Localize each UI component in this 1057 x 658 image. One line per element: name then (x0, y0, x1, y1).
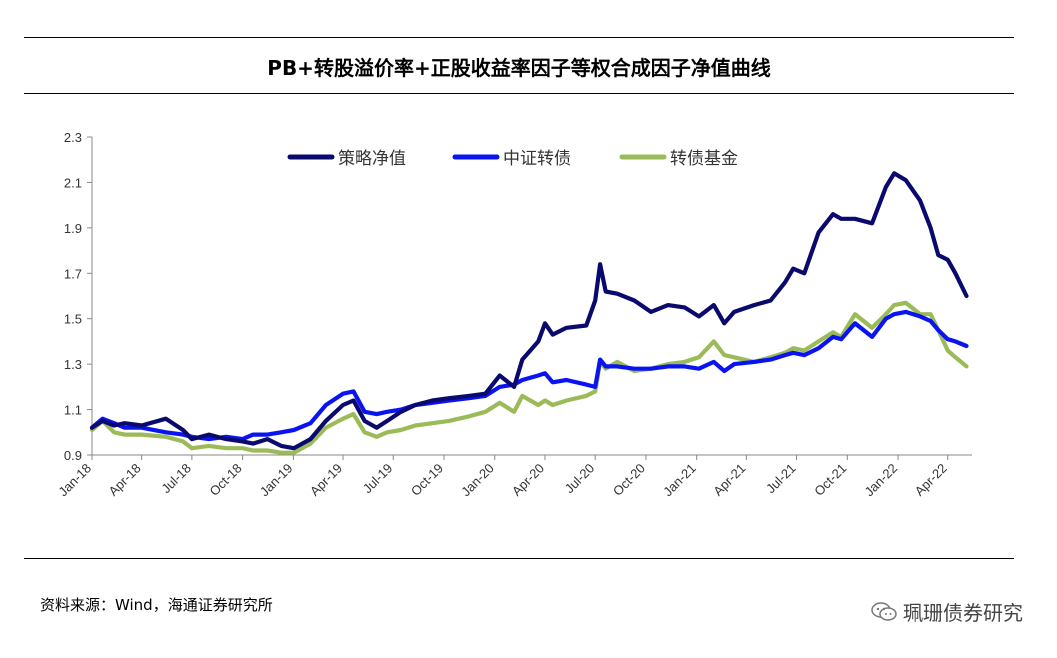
x-tick-label: Oct-21 (811, 461, 849, 499)
series-line-strategy (89, 171, 969, 451)
y-tick-label: 1.9 (64, 221, 82, 236)
x-tick-label: Jan-18 (55, 461, 94, 500)
y-tick-label: 2.3 (64, 130, 82, 145)
x-tick-label: Oct-18 (207, 461, 245, 499)
y-tick-label: 2.1 (64, 175, 82, 190)
x-tick-label: Apr-22 (912, 461, 950, 499)
x-tick-label: Apr-18 (106, 461, 144, 499)
wechat-icon (871, 601, 897, 621)
watermark: 珮珊债券研究 (871, 597, 1023, 626)
legend-label-index: 中证转债 (503, 149, 571, 169)
legend-label-fund: 转债基金 (670, 149, 738, 169)
line-chart: 0.9 1.1 1.3 1.5 1.7 1.9 2.1 2.3 Jan-18 Apr-18 Jul-… (55, 130, 972, 499)
y-tick-label: 1.5 (64, 312, 82, 327)
source-note: 资料来源：Wind，海通证券研究所 (40, 596, 273, 614)
x-tick-label: Apr-19 (307, 461, 345, 499)
x-tick-label: Apr-20 (509, 461, 547, 499)
y-tick-label: 1.7 (64, 266, 82, 281)
x-tick-label: Jul-21 (763, 461, 799, 497)
x-tick-label: Jul-18 (158, 461, 194, 497)
top-rule (24, 37, 1014, 38)
x-tick-label: Jul-19 (360, 461, 396, 497)
watermark-text: 珮珊债券研究 (903, 601, 1023, 625)
bottom-rule (24, 558, 1014, 559)
chart-title: PB+转股溢价率+正股收益率因子等权合成因子净值曲线 (267, 56, 771, 80)
x-tick-label: Jan-21 (660, 461, 699, 500)
legend-label-strategy: 策略净值 (338, 149, 406, 169)
x-tick-label: Jan-22 (861, 461, 900, 500)
x-tick-label: Jan-20 (458, 461, 497, 500)
x-tick-label: Apr-21 (710, 461, 748, 499)
x-tick-label: Oct-19 (408, 461, 446, 499)
series-layer (89, 171, 969, 455)
x-tick-label: Jul-20 (562, 461, 598, 497)
y-tick-label: 0.9 (64, 448, 82, 463)
chart-legend: 策略净值 中证转债 转债基金 (287, 149, 738, 169)
y-tick-label: 1.1 (64, 403, 82, 418)
series-line-index (89, 309, 969, 442)
chart-axes: 0.9 1.1 1.3 1.5 1.7 1.9 2.1 2.3 Jan-18 Apr-18 Jul-… (55, 130, 972, 499)
title-rule (24, 93, 1014, 94)
y-tick-label: 1.3 (64, 357, 82, 372)
x-tick-label: Jan-19 (257, 461, 296, 500)
x-tick-label: Oct-20 (610, 461, 648, 499)
